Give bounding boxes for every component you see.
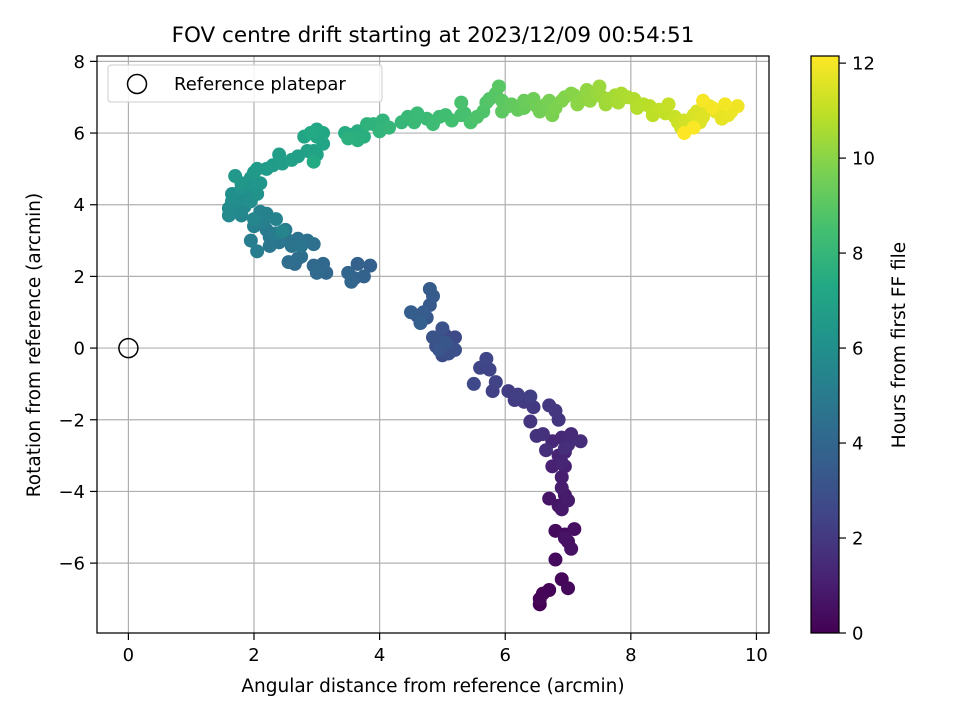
data-point <box>466 376 481 391</box>
data-point <box>677 126 692 141</box>
y-tick-label: 4 <box>74 195 85 216</box>
data-point <box>592 79 607 94</box>
x-tick-label: 10 <box>745 645 768 666</box>
data-point <box>250 244 265 259</box>
data-point <box>341 131 356 146</box>
reference-marker-group <box>118 337 139 359</box>
data-point <box>561 493 576 508</box>
data-point <box>554 480 569 495</box>
data-point <box>413 315 428 330</box>
y-tick-label: 0 <box>74 339 85 360</box>
data-point <box>404 305 419 320</box>
gridlines <box>97 56 769 633</box>
data-point <box>422 281 437 296</box>
data-point <box>306 154 321 169</box>
legend: Reference platepar <box>107 64 383 103</box>
data-point <box>435 321 450 336</box>
data-point <box>479 351 494 366</box>
colorbar-gradient <box>811 56 839 633</box>
data-point <box>382 120 397 135</box>
data-point <box>554 455 569 470</box>
data-point <box>303 126 318 141</box>
colorbar-tick-label: 4 <box>852 434 863 455</box>
data-point <box>350 256 365 271</box>
x-tick-label: 4 <box>374 645 385 666</box>
chart-title: FOV centre drift starting at 2023/12/09 … <box>172 23 695 48</box>
x-tick-label: 6 <box>499 645 510 666</box>
y-tick-label: 6 <box>74 124 85 145</box>
data-point <box>275 224 290 239</box>
data-point <box>567 522 582 537</box>
data-point <box>529 428 544 443</box>
data-point <box>268 212 283 227</box>
y-tick-label: −6 <box>58 554 85 575</box>
data-point <box>564 541 579 556</box>
x-axis-ticks: 0 2 4 6 8 10 <box>123 633 768 666</box>
y-tick-label: −4 <box>58 482 85 503</box>
x-tick-label: 8 <box>625 645 636 666</box>
y-axis-ticks: −6 −4 −2 0 2 4 6 8 <box>58 52 97 575</box>
data-point <box>548 552 563 567</box>
data-point <box>488 375 503 390</box>
colorbar-label: Hours from first FF file <box>889 242 910 448</box>
data-point <box>557 441 572 456</box>
x-tick-label: 0 <box>123 645 134 666</box>
data-point <box>309 265 324 280</box>
data-point <box>554 470 569 485</box>
data-point <box>730 99 745 114</box>
colorbar-tick-label: 2 <box>852 529 863 550</box>
data-point <box>491 79 506 94</box>
reference-marker <box>118 337 139 359</box>
data-point <box>416 305 431 320</box>
data-point <box>542 582 557 597</box>
data-point <box>247 212 262 227</box>
y-axis-label: Rotation from reference (arcmin) <box>24 193 45 497</box>
data-point <box>523 389 538 404</box>
colorbar-tick-label: 0 <box>852 624 863 645</box>
data-point <box>661 97 676 112</box>
data-point <box>696 93 711 108</box>
data-point <box>718 97 733 112</box>
data-point <box>243 233 258 248</box>
data-point <box>438 335 453 350</box>
data-point <box>542 398 557 413</box>
x-tick-label: 2 <box>248 645 259 666</box>
y-tick-label: −2 <box>58 410 85 431</box>
colorbar-tick-label: 10 <box>852 149 875 170</box>
data-point <box>363 258 378 273</box>
data-point <box>510 387 525 402</box>
data-point <box>272 147 287 162</box>
data-point <box>573 434 588 449</box>
y-tick-label: 8 <box>74 52 85 73</box>
colorbar-tick-label: 12 <box>852 54 875 75</box>
legend-box <box>107 64 383 103</box>
data-point <box>696 109 711 124</box>
x-axis-label: Angular distance from reference (arcmin) <box>241 676 624 697</box>
legend-reference-marker <box>126 73 148 95</box>
colorbar-frame <box>810 55 840 634</box>
data-point <box>454 95 469 110</box>
data-point <box>539 443 554 458</box>
colorbar-tick-label: 8 <box>852 244 863 265</box>
plot-frame <box>96 55 770 634</box>
data-point <box>294 249 309 264</box>
y-tick-label: 2 <box>74 267 85 288</box>
data-point <box>523 414 538 429</box>
data-point <box>561 581 576 596</box>
colorbar-ticks: 0 2 4 6 8 10 12 <box>839 54 875 645</box>
data-point <box>281 255 296 270</box>
data-point <box>253 176 268 191</box>
data-point <box>426 330 440 345</box>
data-point <box>344 274 359 289</box>
colorbar-tick-label: 6 <box>852 339 863 360</box>
legend-entry-label: Reference platepar <box>174 74 346 95</box>
data-point <box>557 531 572 546</box>
colorbar: 0 2 4 6 8 10 12 Hours from first FF file <box>810 54 910 645</box>
data-point <box>294 238 309 253</box>
data-point <box>532 591 547 606</box>
data-point <box>228 169 243 184</box>
data-points <box>221 79 745 612</box>
